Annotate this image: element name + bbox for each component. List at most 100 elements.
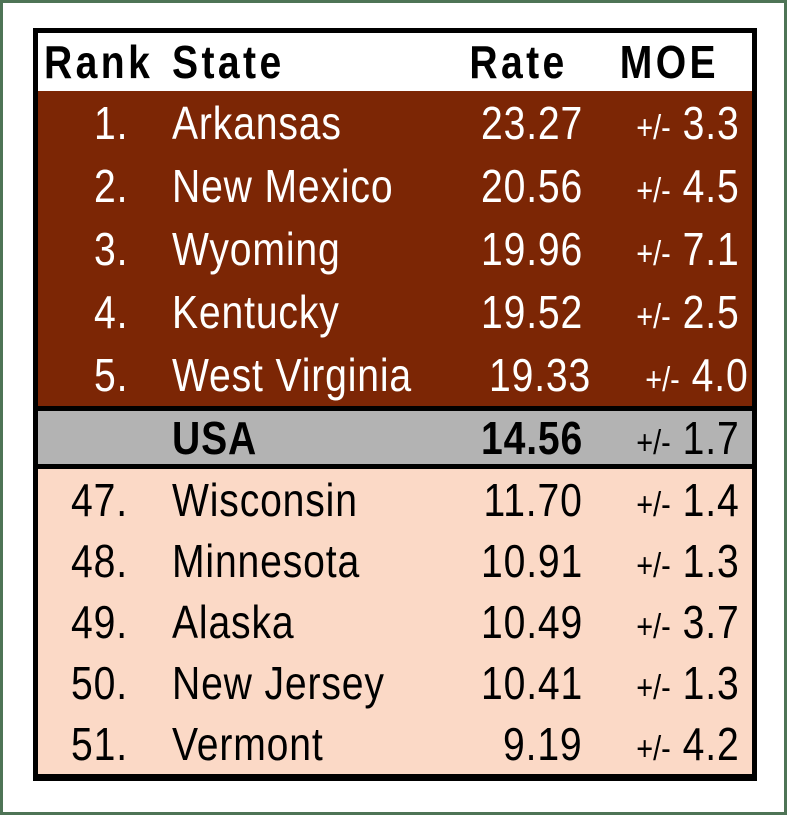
rank-value: 47. — [71, 473, 128, 526]
rate-cell: 11.70 — [446, 477, 586, 523]
moe-number: 1.7 — [683, 411, 740, 464]
rank-cell: 47. — [38, 477, 128, 523]
rank-value: 51. — [71, 717, 128, 770]
rank-cell: 1. — [38, 100, 128, 146]
rank-cell — [38, 415, 128, 461]
usa-row-top-divider — [38, 406, 752, 411]
state-cell: Minnesota — [128, 538, 446, 584]
state-cell: Alaska — [128, 599, 446, 645]
usa-summary-row: USA 14.56 +/- 1.7 — [38, 411, 752, 464]
table-row: 3. Wyoming 19.96 +/- 7.1 — [38, 217, 752, 280]
rate-value: 10.41 — [480, 656, 583, 709]
moe-value: +/- 1.7 — [637, 415, 740, 461]
plus-minus-symbol: +/- — [636, 485, 672, 524]
plus-minus-symbol: +/- — [636, 668, 672, 707]
moe-number: 2.5 — [683, 285, 740, 338]
moe-number: 7.1 — [683, 222, 740, 275]
state-rate-table: Rank State Rate MOE 1. Arkansas 23.27 +/… — [33, 28, 757, 781]
rate-cell: 20.56 — [446, 163, 586, 209]
moe-number: 3.7 — [683, 595, 740, 648]
moe-number: 4.0 — [691, 348, 749, 401]
plus-minus-symbol: +/- — [636, 729, 672, 768]
rank-value: 4. — [93, 285, 128, 338]
table-row: 48. Minnesota 10.91 +/- 1.3 — [38, 530, 752, 591]
state-value: Wisconsin — [172, 473, 358, 526]
rate-cell: 19.33 — [454, 352, 594, 398]
state-value: West Virginia — [172, 348, 412, 401]
moe-value: +/- 1.3 — [637, 660, 740, 706]
plus-minus-symbol: +/- — [636, 234, 672, 273]
rank-value: 2. — [93, 159, 128, 212]
state-value: Arkansas — [172, 96, 342, 149]
moe-value: +/- 4.0 — [645, 352, 748, 398]
table-row: 49. Alaska 10.49 +/- 3.7 — [38, 591, 752, 652]
moe-value: +/- 7.1 — [637, 226, 740, 272]
moe-value: +/- 1.3 — [637, 538, 740, 584]
moe-cell: +/- 4.5 — [586, 163, 752, 209]
rate-cell: 19.52 — [446, 289, 586, 335]
moe-cell: +/- 1.7 — [586, 415, 752, 461]
rate-cell: 14.56 — [446, 415, 586, 461]
state-value: USA — [172, 411, 258, 464]
state-value: Wyoming — [172, 222, 341, 275]
header-moe: MOE — [586, 39, 752, 85]
rate-value: 20.56 — [480, 159, 583, 212]
moe-cell: +/- 1.3 — [586, 538, 752, 584]
rank-cell: 48. — [38, 538, 128, 584]
state-cell: Arkansas — [128, 100, 446, 146]
state-value: Alaska — [172, 595, 295, 648]
moe-number: 3.3 — [683, 96, 740, 149]
header-state: State — [128, 39, 446, 85]
state-cell: Wisconsin — [128, 477, 446, 523]
moe-cell: +/- 4.2 — [586, 721, 752, 767]
rate-value: 19.33 — [489, 348, 592, 401]
header-rate-label: Rate — [469, 36, 568, 88]
table-row: 51. Vermont 9.19 +/- 4.2 — [38, 713, 752, 774]
rank-value: 48. — [71, 534, 128, 587]
rank-cell: 2. — [38, 163, 128, 209]
rate-value: 19.96 — [480, 222, 583, 275]
rate-value: 11.70 — [483, 473, 583, 526]
plus-minus-symbol: +/- — [636, 546, 672, 585]
state-cell: Vermont — [128, 721, 446, 767]
moe-number: 1.3 — [683, 534, 740, 587]
moe-number: 1.4 — [683, 473, 740, 526]
moe-value: +/- 4.2 — [637, 721, 740, 767]
state-cell: West Virginia — [128, 352, 454, 398]
state-cell: Wyoming — [128, 226, 446, 272]
rank-cell: 4. — [38, 289, 128, 335]
moe-cell: +/- 3.7 — [586, 599, 752, 645]
moe-number: 4.5 — [683, 159, 740, 212]
header-rank-label: Rank — [44, 36, 154, 88]
moe-value: +/- 1.4 — [637, 477, 740, 523]
table-row: 1. Arkansas 23.27 +/- 3.3 — [38, 91, 752, 154]
plus-minus-symbol: +/- — [636, 297, 672, 336]
state-cell: USA — [128, 415, 446, 461]
moe-number: 1.3 — [683, 656, 740, 709]
rate-value: 10.49 — [480, 595, 583, 648]
plus-minus-symbol: +/- — [636, 607, 672, 646]
rate-cell: 10.41 — [446, 660, 586, 706]
rate-value: 14.56 — [480, 411, 583, 464]
header-rate: Rate — [446, 39, 586, 85]
state-value: Vermont — [172, 717, 324, 770]
rank-cell: 5. — [38, 352, 128, 398]
table-row: 4. Kentucky 19.52 +/- 2.5 — [38, 280, 752, 343]
plus-minus-symbol: +/- — [636, 423, 672, 462]
table-row: 50. New Jersey 10.41 +/- 1.3 — [38, 652, 752, 713]
table-row: 2. New Mexico 20.56 +/- 4.5 — [38, 154, 752, 217]
state-cell: Kentucky — [128, 289, 446, 335]
rate-cell: 23.27 — [446, 100, 586, 146]
moe-value: +/- 2.5 — [637, 289, 740, 335]
table-header-row: Rank State Rate MOE — [38, 33, 752, 91]
rate-value: 9.19 — [503, 717, 583, 770]
state-value: Kentucky — [172, 285, 340, 338]
rate-value: 10.91 — [480, 534, 583, 587]
rate-cell: 10.49 — [446, 599, 586, 645]
state-value: New Mexico — [172, 159, 394, 212]
table-row: 47. Wisconsin 11.70 +/- 1.4 — [38, 469, 752, 530]
rate-cell: 9.19 — [446, 721, 586, 767]
rate-value: 19.52 — [480, 285, 583, 338]
state-value: Minnesota — [172, 534, 361, 587]
